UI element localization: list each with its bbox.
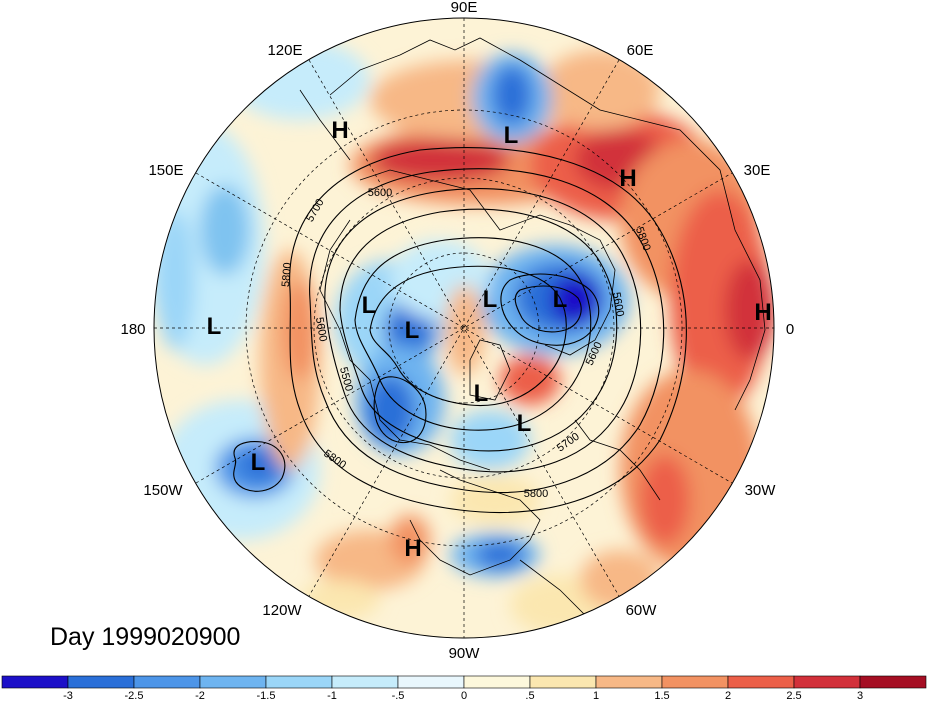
contour-label: 5600 [368, 187, 392, 199]
colorbar-tick-label: 3 [857, 690, 863, 702]
colorbar-swatch [727, 675, 795, 689]
low-pressure-marker: L [251, 449, 266, 476]
colorbar-swatch [397, 675, 465, 689]
contour-label: 5600 [610, 291, 626, 317]
lon-label-120w: 120W [262, 602, 302, 619]
lon-label-150w: 150W [143, 482, 183, 499]
colorbar-swatch [859, 675, 927, 689]
colorbar-tick-label: -2.5 [125, 690, 144, 702]
high-pressure-marker: H [619, 165, 636, 192]
lon-label-90e: 90E [451, 0, 478, 16]
colorbar-tick-label: 2.5 [786, 690, 801, 702]
colorbar-swatch [133, 675, 201, 689]
colorbar-swatch [595, 675, 663, 689]
high-pressure-marker: H [331, 117, 348, 144]
colorbar-tick-label: -2 [195, 690, 205, 702]
colorbar-tick-label: 2 [725, 690, 731, 702]
colorbar-swatch [793, 675, 861, 689]
contour-label: 5800 [280, 262, 294, 287]
colorbar-tick-label: -.5 [392, 690, 405, 702]
lat-lon-grid [154, 18, 774, 638]
colorbar-swatch [67, 675, 135, 689]
colorbar: -3 -2.5 -2 -1.5 -1 -.5 0 .5 1 1.5 2 2.5 3 [1, 675, 927, 702]
colorbar-swatch [529, 675, 597, 689]
low-pressure-marker: L [553, 286, 568, 313]
lon-label-30w: 30W [745, 482, 777, 499]
colorbar-tick-label: 1.5 [654, 690, 669, 702]
high-pressure-marker: H [404, 535, 421, 562]
lon-label-120e: 120E [267, 42, 302, 59]
colorbar-tick-label: 0 [461, 690, 467, 702]
lon-label-60e: 60E [627, 42, 654, 59]
lon-label-0: 0 [786, 321, 794, 338]
contour-label: 5800 [524, 488, 548, 500]
colorbar-swatch [199, 675, 267, 689]
map-title: Day 1999020900 [50, 623, 240, 651]
low-pressure-marker: L [474, 380, 489, 407]
colorbar-swatch [1, 675, 69, 689]
lon-label-90w: 90W [449, 645, 481, 662]
low-pressure-marker: L [483, 286, 498, 313]
longitude-labels: 90E 60E 30E 0 30W 60W 90W 120W 150W 180 … [120, 0, 794, 662]
colorbar-swatch [661, 675, 729, 689]
low-pressure-marker: L [362, 292, 377, 319]
colorbar-swatch [331, 675, 399, 689]
high-pressure-marker: H [754, 299, 771, 326]
lon-label-30e: 30E [744, 162, 771, 179]
height-contours [233, 147, 687, 513]
colorbar-tick-label: 1 [593, 690, 599, 702]
contour-label: 5600 [313, 316, 329, 342]
low-pressure-marker: L [504, 122, 519, 149]
pressure-centers: H L H H L L L L L L L L H [207, 117, 772, 562]
colorbar-tick-label: -1 [327, 690, 337, 702]
map-border [153, 17, 775, 639]
colorbar-swatch [463, 675, 531, 689]
colorbar-tick-label: -3 [63, 690, 73, 702]
low-pressure-marker: L [517, 410, 532, 437]
lon-label-60w: 60W [626, 602, 658, 619]
lon-label-150e: 150E [148, 162, 183, 179]
colorbar-tick-label: -1.5 [257, 690, 276, 702]
colorbar-tick-label: .5 [525, 690, 534, 702]
low-pressure-marker: L [207, 313, 222, 340]
colorbar-swatch [265, 675, 333, 689]
lon-label-180: 180 [120, 321, 145, 338]
low-pressure-marker: L [405, 317, 420, 344]
